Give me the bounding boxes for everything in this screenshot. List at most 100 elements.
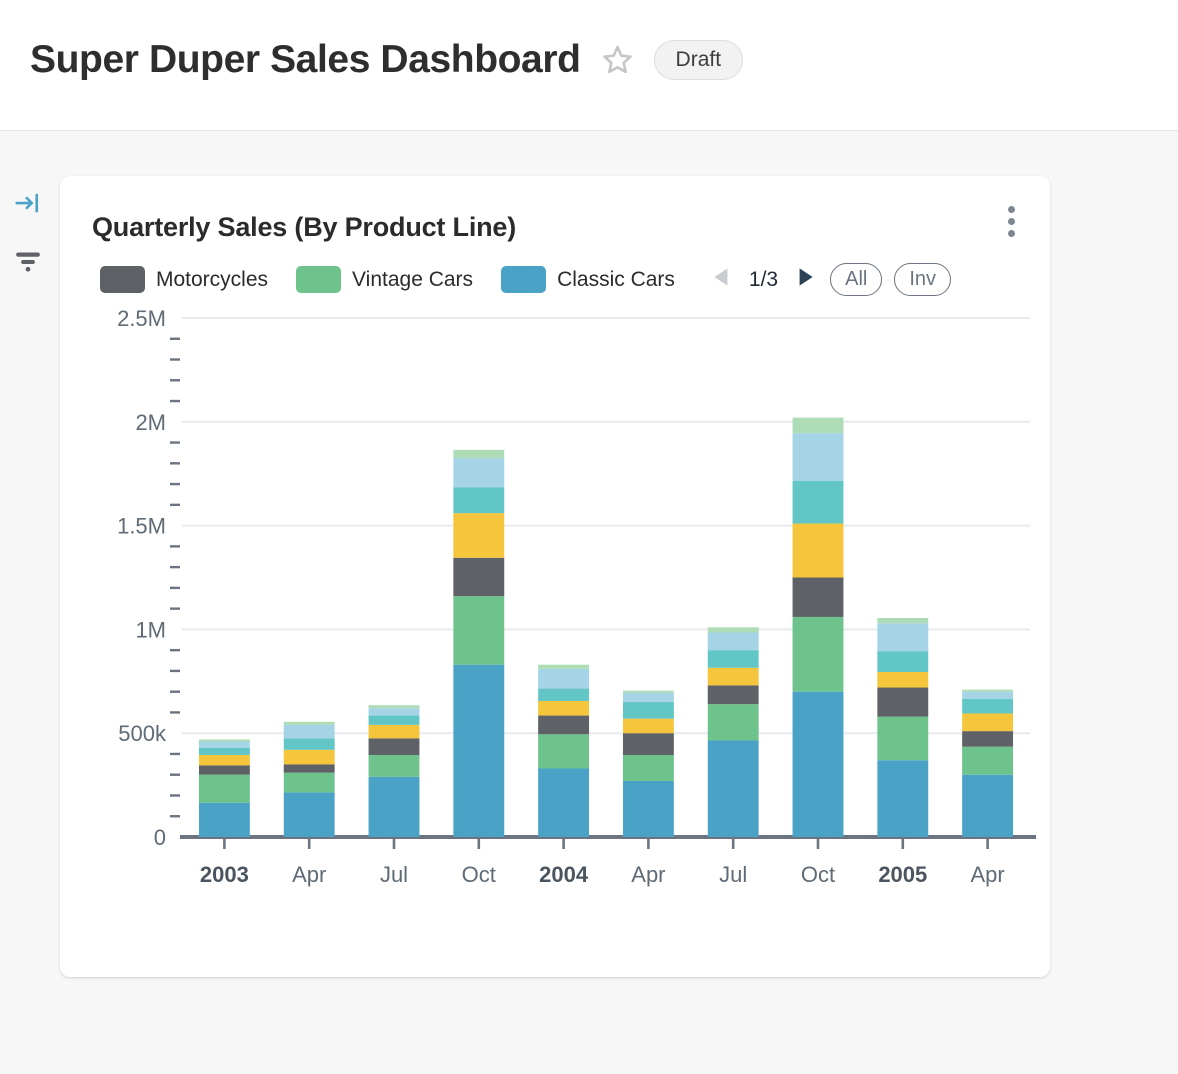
bar-segment[interactable] xyxy=(707,632,759,651)
bar-segment[interactable] xyxy=(962,731,1014,747)
bar-segment[interactable] xyxy=(283,792,335,837)
bar-segment[interactable] xyxy=(368,738,420,755)
bar-segment[interactable] xyxy=(877,671,929,688)
bar-segment[interactable] xyxy=(622,702,674,719)
bar-segment[interactable] xyxy=(368,724,420,739)
y-axis-label: 1.5M xyxy=(117,514,166,539)
bar-segment[interactable] xyxy=(877,651,929,672)
bar-segment[interactable] xyxy=(538,664,590,669)
bar-segment[interactable] xyxy=(792,433,844,481)
bar-segment[interactable] xyxy=(707,740,759,837)
bar-segment[interactable] xyxy=(877,623,929,652)
bar-segment[interactable] xyxy=(368,776,420,837)
bar-segment[interactable] xyxy=(283,721,335,725)
bar-segment[interactable] xyxy=(198,747,250,755)
bar-segment[interactable] xyxy=(962,774,1014,837)
pager-count: 1/3 xyxy=(748,267,779,291)
x-axis-label: Apr xyxy=(292,862,326,887)
legend-item[interactable]: Classic Cars xyxy=(501,266,675,293)
bar-segment[interactable] xyxy=(538,701,590,716)
bar-segment[interactable] xyxy=(877,617,929,624)
bar-segment[interactable] xyxy=(962,746,1014,775)
bar-segment[interactable] xyxy=(538,715,590,735)
bar-segment[interactable] xyxy=(877,716,929,761)
bar-segment[interactable] xyxy=(283,764,335,773)
bar-segment[interactable] xyxy=(707,667,759,686)
bar-segment[interactable] xyxy=(622,718,674,734)
bar-segment[interactable] xyxy=(283,772,335,793)
series-pager: 1/3 xyxy=(709,264,818,295)
bar-segment[interactable] xyxy=(453,596,505,665)
bar-segment[interactable] xyxy=(792,577,844,617)
bar-segment[interactable] xyxy=(792,417,844,434)
bar-segment[interactable] xyxy=(198,754,250,766)
triangle-left-icon[interactable] xyxy=(709,264,735,295)
bar-segment[interactable] xyxy=(453,487,505,514)
legend-item[interactable]: Vintage Cars xyxy=(296,266,473,293)
chart-legend: Motorcycles Vintage Cars Classic Cars 1/3 … xyxy=(60,243,1050,296)
expand-panel-button[interactable] xyxy=(0,183,56,227)
kebab-dot xyxy=(1007,229,1015,237)
bar-segment[interactable] xyxy=(538,734,590,769)
bar-segment[interactable] xyxy=(707,650,759,668)
bar-segment[interactable] xyxy=(962,689,1014,692)
bar-segment[interactable] xyxy=(198,739,250,742)
status-badge[interactable]: Draft xyxy=(653,40,744,80)
chart-plot-area: 0 500k 1M 1.5M 2M 2.5M 2003 Apr Jul Oct 2004 Apr Jul… xyxy=(60,308,1050,908)
bar-segment[interactable] xyxy=(622,733,674,755)
x-axis-label: 2003 xyxy=(200,862,249,887)
expand-panel-icon xyxy=(13,188,43,223)
chart-card: Quarterly Sales (By Product Line) Motorc… xyxy=(60,176,1050,977)
kebab-dot xyxy=(1007,217,1015,225)
bar-segment[interactable] xyxy=(622,690,674,693)
bar-segment[interactable] xyxy=(368,715,420,725)
bar-segment[interactable] xyxy=(538,668,590,689)
bar-segment[interactable] xyxy=(622,692,674,703)
legend-swatch xyxy=(501,266,547,293)
star-outline-icon[interactable] xyxy=(601,43,634,81)
bar-segment[interactable] xyxy=(962,698,1014,714)
stacked-bar-chart[interactable]: 0 500k 1M 1.5M 2M 2.5M 2003 Apr Jul Oct 2004 Apr Jul… xyxy=(60,308,1050,908)
bar-segment[interactable] xyxy=(368,705,420,709)
triangle-right-icon[interactable] xyxy=(792,264,818,295)
kebab-menu-icon[interactable] xyxy=(994,198,1028,244)
bar-segment[interactable] xyxy=(198,741,250,748)
x-axis-label: Jul xyxy=(719,862,747,887)
bar-segment[interactable] xyxy=(538,688,590,702)
bar-segment[interactable] xyxy=(962,713,1014,732)
bar-segment[interactable] xyxy=(792,480,844,524)
bar-segment[interactable] xyxy=(877,760,929,837)
bar-segment[interactable] xyxy=(707,704,759,741)
y-axis-label: 1M xyxy=(135,617,166,642)
bar-segment[interactable] xyxy=(283,724,335,739)
bar-segment[interactable] xyxy=(792,691,844,837)
bar-segment[interactable] xyxy=(538,768,590,837)
bar-segment[interactable] xyxy=(707,685,759,705)
select-all-button[interactable]: All xyxy=(830,263,883,296)
bar-segment[interactable] xyxy=(453,449,505,459)
bar-segment[interactable] xyxy=(368,708,420,716)
x-axis-label: 2005 xyxy=(878,862,927,887)
x-axis-label: Oct xyxy=(801,862,835,887)
bar-segment[interactable] xyxy=(198,774,250,803)
bar-segment[interactable] xyxy=(962,691,1014,699)
bar-segment[interactable] xyxy=(453,557,505,597)
bar-segment[interactable] xyxy=(792,523,844,578)
bar-segment[interactable] xyxy=(283,749,335,765)
legend-item[interactable]: Motorcycles xyxy=(100,266,268,293)
bar-segment[interactable] xyxy=(283,738,335,750)
bar-segment[interactable] xyxy=(792,616,844,692)
bar-segment[interactable] xyxy=(622,754,674,781)
bar-segment[interactable] xyxy=(453,513,505,558)
bar-segment[interactable] xyxy=(622,780,674,837)
bar-segment[interactable] xyxy=(368,754,420,777)
bar-segment[interactable] xyxy=(198,765,250,775)
bar-segment[interactable] xyxy=(453,664,505,837)
bar-segment[interactable] xyxy=(453,458,505,488)
bar-segment[interactable] xyxy=(198,802,250,837)
filter-button[interactable] xyxy=(0,241,56,285)
invert-selection-button[interactable]: Inv xyxy=(894,263,952,296)
bar-segment[interactable] xyxy=(877,687,929,717)
legend-swatch xyxy=(100,266,145,293)
bar-segment[interactable] xyxy=(707,627,759,633)
